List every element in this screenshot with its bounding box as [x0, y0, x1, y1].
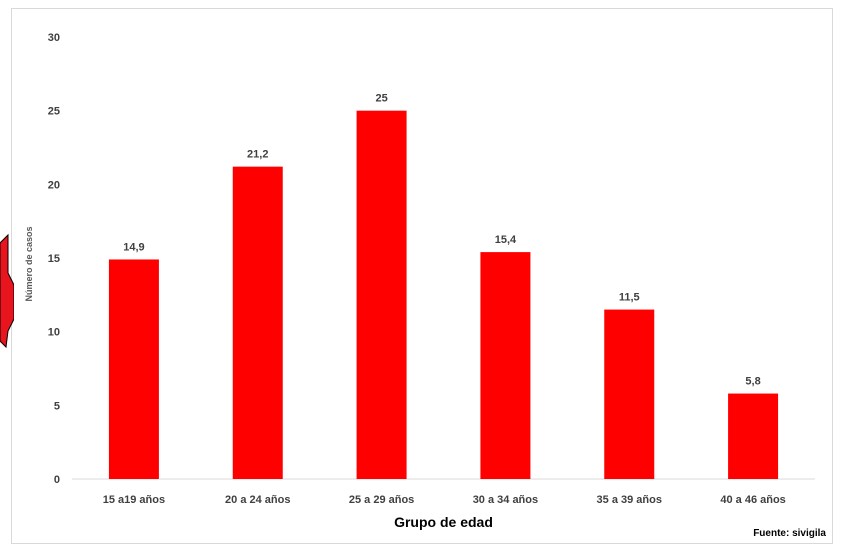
data-label: 11,5 [619, 292, 640, 304]
x-tick-label: 15 a19 años [103, 494, 165, 506]
x-tick-label: 20 a 24 años [225, 494, 290, 506]
x-tick-label: 35 a 39 años [597, 494, 662, 506]
bar [108, 259, 159, 479]
y-tick-label: 15 [48, 253, 60, 265]
bar [604, 309, 655, 479]
y-tick-label: 5 [54, 400, 60, 412]
data-label: 5,8 [745, 376, 760, 388]
y-tick-label: 20 [48, 179, 60, 191]
data-label: 21,2 [247, 149, 268, 161]
bar [728, 393, 779, 479]
y-tick-label: 10 [48, 327, 60, 339]
bar [232, 166, 283, 480]
bars-group [108, 110, 779, 480]
x-tick-label: 30 a 34 años [473, 494, 538, 506]
y-axis-ticks: 0 5 10 15 20 25 30 [48, 32, 60, 486]
y-tick-label: 25 [48, 106, 60, 118]
y-tick-label: 30 [48, 32, 60, 44]
source-note: Fuente: sivigila [753, 528, 826, 539]
data-label: 15,4 [495, 234, 517, 246]
y-tick-label: 0 [54, 474, 60, 486]
x-tick-label: 40 a 46 años [720, 494, 785, 506]
x-axis-title: Grupo de edad [394, 514, 493, 530]
x-tick-label: 25 a 29 años [349, 494, 414, 506]
bar [480, 252, 531, 479]
decorative-red-shape [0, 233, 14, 349]
data-labels-group: 14,9 21,2 25 15,4 11,5 5,8 [123, 93, 761, 388]
y-axis-title: Número de casos [24, 226, 34, 301]
data-label: 14,9 [123, 241, 144, 253]
bar [356, 110, 407, 480]
data-label: 25 [375, 93, 387, 105]
x-axis-ticks: 15 a19 años 20 a 24 años 25 a 29 años 30 a … [103, 494, 786, 506]
